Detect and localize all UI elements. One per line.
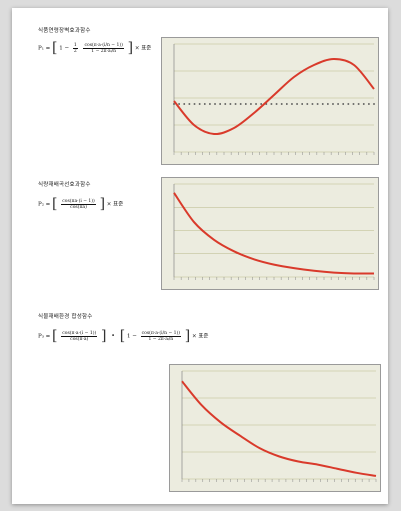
formula-2-bracket-open: [	[52, 196, 58, 212]
chart-3-plot	[181, 370, 377, 482]
chart-1-reference-point	[203, 103, 206, 105]
chart-1-reference-point	[321, 103, 324, 105]
formula-1-bracket-open: [	[52, 40, 58, 56]
chart-1-reference-point	[260, 103, 262, 105]
formula-2: P₂ = [ cos(πa·(i − 1)) cos(πa) ] × 표준	[38, 196, 123, 212]
chart-1-reference-point	[234, 103, 237, 105]
chart-1-reference-point	[209, 103, 211, 105]
chart-1-reference-point	[224, 103, 227, 105]
formula-1: P₁ = [ 1 − 1 2 cos(π·a·(i/n − 1)) 1 − 2π…	[38, 40, 151, 56]
formula-1-frac2: cos(π·a·(i/n − 1)) 1 − 2π·aᵢ/n	[83, 42, 124, 54]
formula-3-mid: ] · [	[100, 328, 126, 344]
formula-3-one: 1 −	[127, 333, 137, 340]
formula-1-frac1: 1 2	[72, 42, 78, 54]
formula-1-frac1-den: 2	[73, 48, 77, 54]
formula-1-suffix: × 표준	[134, 45, 152, 52]
chart-1-reference-point	[362, 103, 365, 105]
formula-1-bracket-close: ]	[127, 40, 134, 56]
chart-1-reference-point	[229, 103, 232, 105]
section-title-3: 식물재배환경 합성함수	[38, 314, 93, 320]
chart-3	[169, 364, 381, 492]
chart-2	[161, 177, 379, 290]
formula-2-frac1-den: cos(πa)	[70, 204, 87, 210]
formula-1-lhs: P₁ =	[38, 45, 51, 52]
chart-1-reference-point	[250, 103, 252, 105]
formula-3-frac1-num: cos(π·a·(i − 1))	[61, 330, 98, 337]
formula-3-frac2-den: 1 − 2π·aᵢ/n	[148, 336, 174, 342]
formula-2-lhs: P₂ =	[38, 201, 51, 208]
chart-1-reference-point	[291, 103, 293, 105]
formula-1-frac1-num: 1	[72, 42, 78, 49]
chart-1-reference-point	[316, 103, 319, 105]
chart-1-reference-point	[178, 103, 180, 105]
chart-1-reference-point	[342, 103, 345, 105]
chart-1-reference-point	[173, 103, 175, 105]
chart-1-reference-point	[265, 103, 268, 105]
chart-1-reference-point	[270, 103, 273, 105]
chart-1-reference-point	[214, 103, 216, 105]
chart-1-reference-point	[311, 103, 314, 105]
chart-1-series-line	[173, 57, 375, 136]
chart-1-reference-point	[296, 103, 298, 105]
chart-1-reference-point	[198, 103, 201, 105]
chart-3-series-line	[181, 380, 377, 477]
chart-1-reference-point	[373, 103, 375, 105]
formula-2-frac1-num: cos(πa·(i − 1))	[61, 198, 96, 205]
chart-1-plot	[173, 43, 375, 155]
chart-2-series-line	[173, 192, 375, 275]
chart-1-reference-point	[357, 103, 360, 105]
chart-1-reference-point	[193, 103, 196, 105]
formula-2-frac1: cos(πa·(i − 1)) cos(πa)	[61, 199, 96, 210]
chart-1-reference-point	[347, 103, 350, 105]
chart-1-reference-point	[275, 103, 278, 105]
chart-1-reference-point	[255, 103, 257, 105]
chart-1-reference-point	[327, 103, 329, 105]
formula-3-frac2: cos(π·a·(i/n − 1)) 1 − 2π·aᵢ/n	[140, 330, 182, 342]
section-title-2: 식량재배곡선효과함수	[38, 182, 91, 188]
formula-3: P₃ = [ cos(π·a·(i − 1)) cos(π·a) ] · [ 1…	[38, 328, 209, 344]
chart-1-reference-point	[244, 103, 247, 105]
formula-1-frac2-den: 1 − 2π·aᵢ/n	[91, 48, 117, 54]
formula-3-lhs: P₃ =	[38, 333, 51, 340]
chart-1-reference-point	[183, 103, 186, 105]
formula-3-frac2-num: cos(π·a·(i/n − 1))	[140, 330, 182, 337]
chart-1-reference-point	[188, 103, 191, 105]
formula-3-bracket-close: ]	[184, 328, 191, 344]
chart-1-reference-point	[301, 103, 304, 105]
chart-2-plot	[173, 183, 375, 280]
chart-1-reference-point	[306, 103, 309, 105]
chart-1-reference-point	[219, 103, 221, 105]
formula-3-bracket-open: [	[52, 328, 58, 344]
formula-1-frac2-num: cos(π·a·(i/n − 1))	[83, 42, 124, 49]
formula-3-suffix: × 표준	[192, 333, 209, 340]
chart-1-reference-point	[280, 103, 283, 105]
chart-1-reference-point	[368, 103, 370, 105]
chart-1-reference-point	[337, 103, 339, 105]
chart-1-reference-point	[286, 103, 288, 105]
document-page: 식품연령장벽효과함수 P₁ = [ 1 − 1 2 cos(π·a·(i/n −…	[12, 8, 388, 504]
section-title-1: 식품연령장벽효과함수	[38, 28, 91, 34]
formula-2-suffix: × 표준	[106, 201, 124, 208]
chart-1-reference-point	[239, 103, 242, 105]
formula-3-frac1-den: cos(π·a)	[70, 336, 89, 342]
formula-2-bracket-close: ]	[99, 196, 106, 212]
chart-1-reference-point	[352, 103, 355, 105]
formula-3-frac1: cos(π·a·(i − 1)) cos(π·a)	[61, 330, 98, 342]
chart-1-reference-point	[332, 103, 334, 105]
formula-1-one: 1 −	[59, 45, 70, 52]
chart-1	[161, 37, 379, 165]
